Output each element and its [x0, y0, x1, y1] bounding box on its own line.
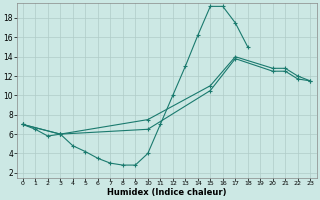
X-axis label: Humidex (Indice chaleur): Humidex (Indice chaleur)	[107, 188, 226, 197]
